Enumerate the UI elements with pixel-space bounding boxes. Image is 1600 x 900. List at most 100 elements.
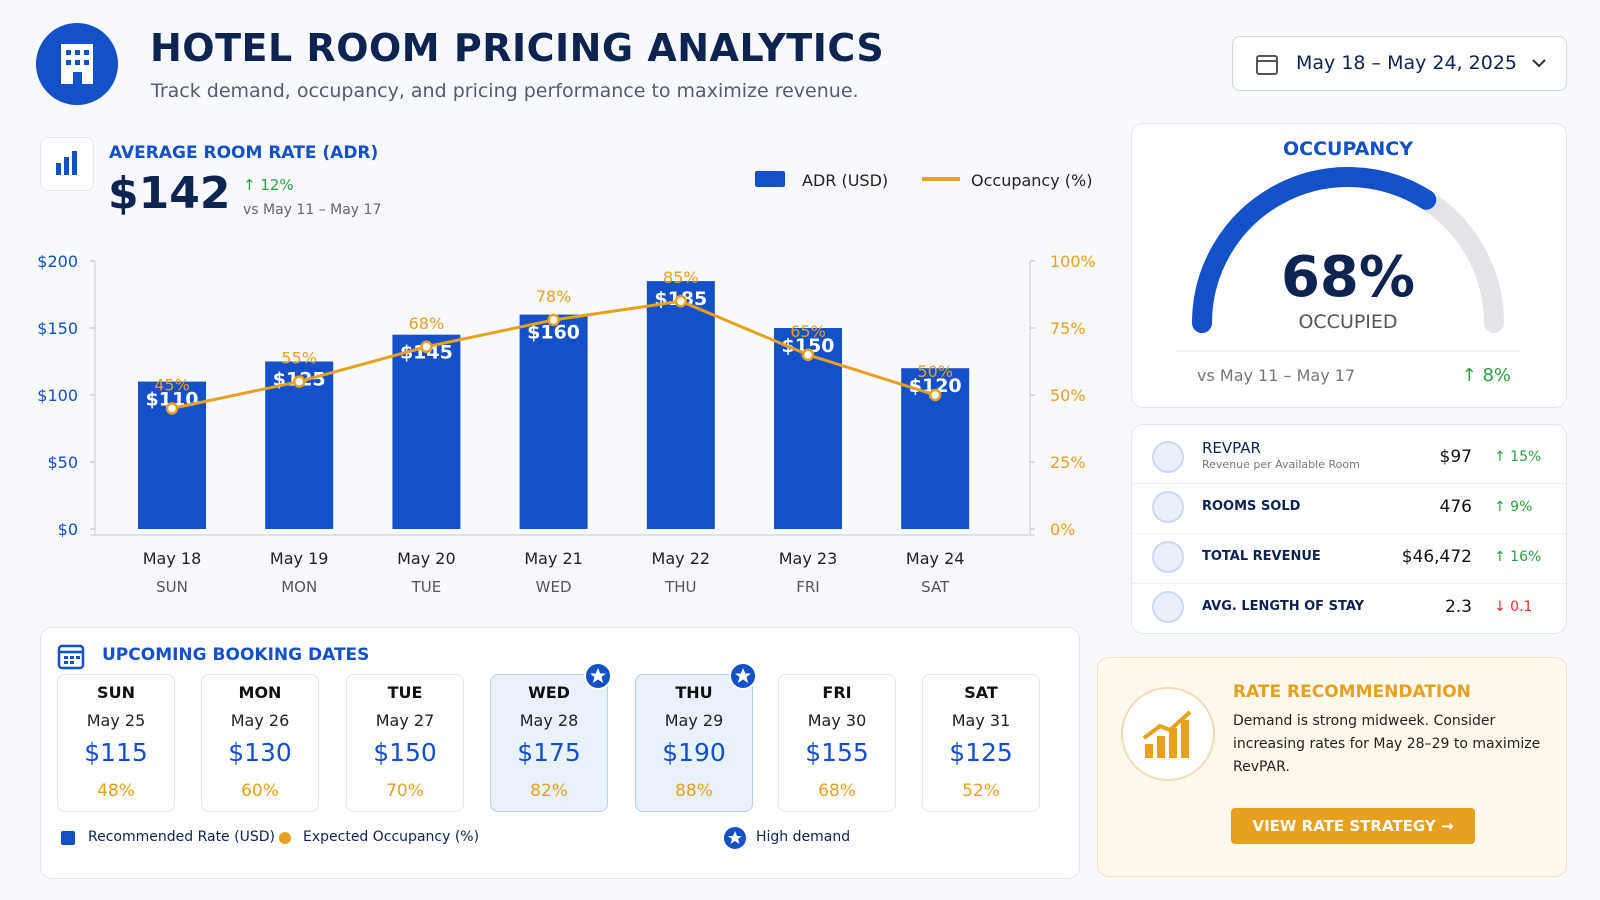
y2-tick-label: 25% [1050, 453, 1086, 472]
booking-date: May 25 [86, 711, 146, 730]
occupancy-label: 45% [154, 375, 190, 394]
x-day-label: FRI [796, 578, 819, 596]
kpi-card: REVPAR Revenue per Available Room $97 ↑ 15%… [1131, 424, 1568, 634]
booking-date: May 26 [230, 711, 290, 730]
legend-swatch [61, 831, 75, 845]
occupancy-title: OCCUPANCY [1283, 138, 1413, 160]
kpi-label: TOTAL REVENUE [1202, 549, 1321, 564]
bookings-panel: UPCOMING BOOKING DATES Recommended Rate … [40, 627, 1080, 879]
occupancy-compare: vs May 11 – May 17 [1197, 366, 1355, 385]
booking-day: FRI [822, 683, 852, 702]
adr-compare: vs May 11 – May 17 [243, 202, 382, 218]
kpi-icon [1152, 491, 1184, 523]
adr-chart: $0 $50 $100 $150 $200 0% 25% 50% 75% 100% May 18 SU… [37, 171, 1096, 596]
occupancy-point [547, 313, 560, 327]
bar [392, 334, 461, 529]
calendar-icon [1256, 55, 1278, 75]
booking-day: TUE [387, 683, 423, 702]
x-tick-label: May 23 [779, 549, 838, 568]
x-day-label: WED [536, 578, 572, 596]
y-tick-label: $50 [47, 453, 78, 472]
booking-card: TUE May 27 $150 70% [346, 674, 464, 812]
y2-tick-label: 50% [1050, 386, 1086, 405]
occupancy-label: 78% [536, 287, 572, 306]
occupancy-point [801, 348, 815, 362]
bar [519, 314, 588, 529]
page-title: HOTEL ROOM PRICING ANALYTICS [150, 26, 885, 70]
booking-card: MON May 26 $130 60% [201, 674, 319, 812]
x-tick-label: May 19 [270, 549, 329, 568]
kpi-value: $97 [1439, 447, 1472, 467]
legend-label: ADR (USD) [802, 171, 888, 190]
booking-card: SUN May 25 $115 48% [57, 674, 175, 812]
kpi-row: ROOMS SOLD 476 ↑ 9% [1132, 483, 1568, 534]
booking-rate: $150 [373, 738, 437, 767]
kpi-icon [1152, 591, 1184, 623]
occupancy-point [928, 388, 942, 402]
occupancy-label: 68% [409, 314, 445, 333]
calendar-icon [57, 644, 85, 670]
booking-date: May 30 [807, 711, 867, 730]
x-day-label: THU [664, 578, 696, 596]
y2-tick-label: 0% [1050, 520, 1075, 539]
bar [265, 361, 334, 529]
legend-swatch [279, 832, 291, 844]
date-picker[interactable]: May 18 – May 24, 2025 [1232, 36, 1567, 91]
occupancy-gauge: OCCUPANCY 68% OCCUPIED vs May 11 – May 1… [1175, 138, 1521, 386]
high-demand-badge [584, 662, 612, 690]
kpi-label: ROOMS SOLD [1202, 499, 1301, 514]
kpi-label: AVG. LENGTH OF STAY [1202, 599, 1365, 614]
kpi-change: ↑ 15% [1494, 449, 1542, 465]
y-tick-label: $0 [58, 520, 78, 539]
booking-occupancy: 48% [97, 781, 135, 801]
x-tick-label: May 24 [906, 549, 965, 568]
kpi-value: 476 [1439, 497, 1472, 517]
badge-star [590, 668, 606, 683]
occupancy-sub: OCCUPIED [1298, 311, 1397, 333]
occupancy-point [674, 294, 688, 308]
legend-swatch [755, 171, 785, 187]
adr-icon [40, 137, 94, 191]
booking-rate: $175 [517, 738, 581, 767]
occupancy-change: ↑ 8% [1462, 365, 1511, 386]
booking-rate: $155 [805, 738, 869, 767]
booking-card: WED May 28 $175 82% [490, 674, 608, 812]
chevron [1532, 59, 1546, 68]
bar [646, 281, 715, 529]
page-subtitle: Track demand, occupancy, and pricing per… [151, 80, 859, 102]
kpi-row: REVPAR Revenue per Available Room $97 ↑ 15% [1132, 433, 1568, 484]
booking-occupancy: 82% [530, 781, 568, 801]
booking-occupancy: 68% [818, 781, 856, 801]
kpi-value: 2.3 [1444, 597, 1472, 617]
x-tick-label: May 21 [524, 549, 583, 568]
booking-rate: $190 [662, 738, 726, 767]
y-tick-label: $100 [37, 386, 78, 405]
booking-card: SAT May 31 $125 52% [922, 674, 1040, 812]
badge-star [735, 668, 751, 683]
y-tick-label: $150 [37, 319, 78, 338]
x-tick-label: May 22 [652, 549, 711, 568]
booking-day: WED [528, 683, 570, 702]
kpi-sublabel: Revenue per Available Room [1202, 458, 1360, 471]
gauge-fill [1192, 167, 1437, 333]
y2-tick-label: 75% [1050, 319, 1086, 338]
booking-occupancy: 52% [962, 781, 1000, 801]
occupancy-point [292, 375, 306, 388]
booking-day: SUN [97, 683, 135, 702]
recommendation-card: RATE RECOMMENDATION Demand is strong mid… [1097, 657, 1567, 877]
strategy-button[interactable]: VIEW RATE STRATEGY → [1231, 808, 1475, 844]
y-tick-label: $200 [37, 252, 78, 271]
legend-label: Expected Occupancy (%) [303, 829, 480, 845]
kpi-icon [1152, 441, 1184, 473]
kpi-row: TOTAL REVENUE $46,472 ↑ 16% [1132, 533, 1568, 584]
x-tick-label: May 18 [143, 549, 202, 568]
booking-day: THU [675, 683, 713, 702]
legend-label: Occupancy (%) [971, 171, 1092, 190]
kpi-value: $46,472 [1401, 547, 1472, 567]
bar-label: $160 [527, 322, 580, 344]
adr-value: $142 [108, 168, 231, 219]
kpi-icon [1152, 541, 1184, 573]
y2-tick-label: 100% [1050, 252, 1096, 271]
occupancy-point [165, 402, 179, 415]
x-day-label: MON [281, 578, 317, 596]
